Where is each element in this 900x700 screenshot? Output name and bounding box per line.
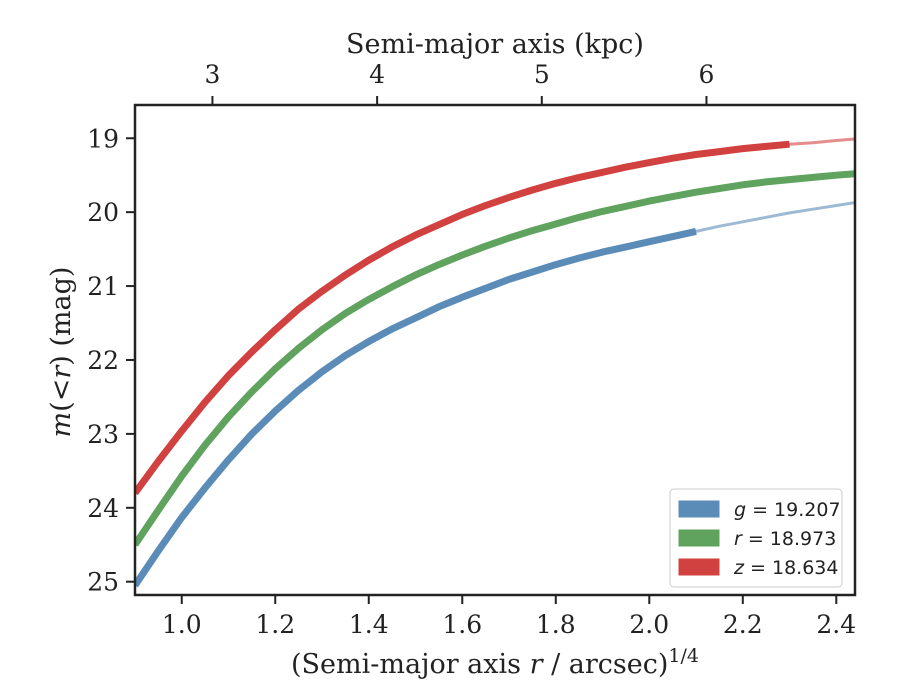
y-axis: 19 20 21 22 23 24 25 [87, 124, 135, 597]
y-tick-label: 23 [87, 420, 119, 449]
y-tick-label: 24 [87, 494, 119, 523]
x-axis: 1.0 1.2 1.4 1.6 1.8 2.0 2.2 2.4 [162, 595, 856, 639]
x-axis-title: (Semi-major axis r / arcsec)1/4 [291, 645, 699, 680]
top-axis: 3 4 5 6 [204, 60, 714, 105]
series-g-extension-line [694, 201, 855, 233]
series-g-line [135, 227, 697, 588]
x-tick-label: 1.8 [536, 610, 576, 639]
x-tick-label: 1.0 [162, 610, 202, 639]
x-tick-label: 2.4 [816, 610, 856, 639]
plot-frame [133, 103, 857, 597]
x-tick-label: 2.2 [723, 610, 763, 639]
top-tick-label: 5 [534, 60, 550, 89]
top-tick-label: 4 [369, 60, 385, 89]
y-tick-label: 19 [87, 124, 119, 153]
legend-label-r: r = 18.973 [734, 528, 836, 550]
y-tick-label: 21 [87, 272, 119, 301]
x-tick-label: 2.0 [629, 610, 669, 639]
y-axis-title: m(<r) (mag) [46, 267, 77, 438]
legend-label-g: g = 19.207 [734, 499, 841, 521]
series-layer [135, 137, 855, 588]
legend-swatch-g [678, 500, 720, 518]
x-tick-label: 1.2 [255, 610, 295, 639]
top-tick-label: 3 [204, 60, 220, 89]
series-r-line [135, 170, 855, 547]
legend-label-z: z = 18.634 [733, 557, 838, 579]
y-tick-label: 25 [87, 568, 119, 597]
y-tick-label: 20 [87, 198, 119, 227]
top-axis-title: Semi-major axis (kpc) [346, 29, 644, 60]
y-tick-label: 22 [87, 346, 119, 375]
x-tick-label: 1.6 [442, 610, 482, 639]
legend-swatch-z [678, 558, 720, 576]
top-tick-label: 6 [699, 60, 715, 89]
legend: g = 19.207 r = 18.973 z = 18.634 [669, 488, 843, 588]
legend-swatch-r [678, 529, 720, 547]
x-tick-label: 1.4 [349, 610, 389, 639]
series-z-extension-line [788, 137, 855, 146]
series-z-line [135, 140, 790, 496]
